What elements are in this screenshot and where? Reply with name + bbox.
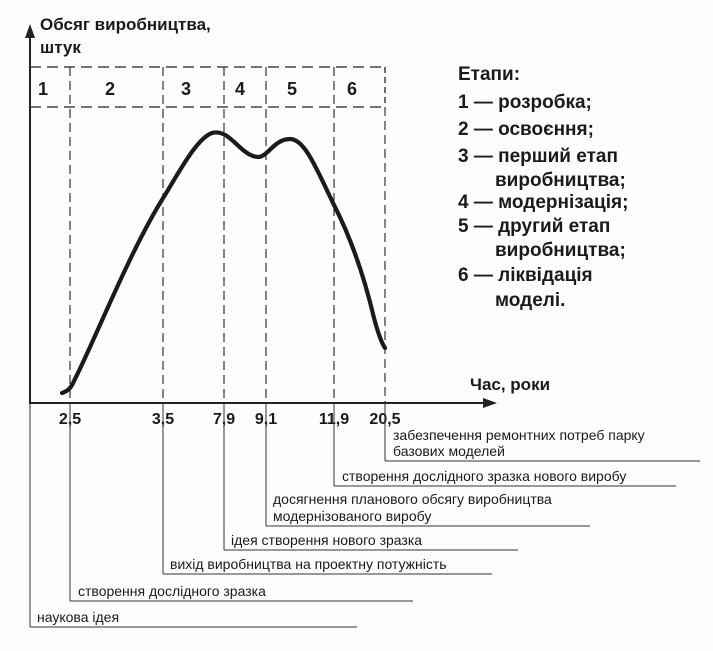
event-planned-volume-line1: досягнення планового обсягу виробництва (273, 491, 552, 507)
event-repair-needs-line1: забезпечення ремонтних потреб парку (393, 427, 645, 443)
legend-title: Етапи: (458, 64, 520, 85)
legend-line-7: виробництва; (495, 240, 626, 261)
legend-line-3: 3 — перший етап (458, 146, 618, 167)
event-repair-needs-line2: базових моделей (393, 443, 505, 459)
stage-4-label: 4 (235, 79, 245, 99)
y-axis-title-line1: Обсяг виробництва, (40, 15, 211, 34)
legend-line-4: виробництва; (495, 170, 626, 191)
legend-line-9: моделі. (495, 290, 565, 311)
y-axis-arrow (25, 24, 35, 38)
legend-line-2: 2 — освоєння; (458, 119, 594, 140)
stage-2-label: 2 (105, 79, 115, 99)
legend-line-1: 1 — розробка; (458, 92, 592, 113)
stage-3-label: 3 (181, 79, 191, 99)
event-prototype: створення дослідного зразка (78, 583, 266, 599)
legend-line-6: 5 — другий етап (458, 216, 610, 237)
x-axis-arrow (483, 398, 497, 408)
life-cycle-curve (59, 130, 388, 396)
event-design-capacity: вихід виробництва на проектну потужність (170, 556, 447, 572)
legend-line-5: 4 — модернізація; (458, 192, 628, 213)
stage-1-label: 1 (38, 79, 48, 99)
legend-line-8: 6 — ліквідація (458, 265, 593, 286)
event-new-prototype: створення дослідного зразка нового вироб… (342, 468, 626, 484)
y-axis-title-line2: штук (40, 38, 81, 57)
stage-6-label: 6 (347, 79, 357, 99)
event-scientific-idea: наукова ідея (37, 609, 119, 625)
stage-5-label: 5 (287, 79, 297, 99)
event-planned-volume-line2: модернізованого виробу (273, 508, 431, 524)
x-axis-title: Час, роки (470, 375, 550, 394)
event-new-sample-idea: ідея створення нового зразка (231, 532, 422, 548)
